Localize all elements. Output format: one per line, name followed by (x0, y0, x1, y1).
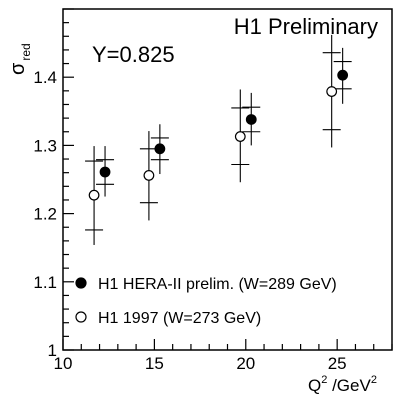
y-tick-label: 1.2 (33, 205, 57, 224)
y-tick-label: 1.1 (33, 273, 57, 292)
svg-text:σred: σ red (7, 43, 33, 75)
legend-label-hera2: H1 HERA-II prelim. (W=289 GeV) (98, 276, 337, 293)
x-tick-label: 20 (236, 354, 255, 373)
data-point-hera2 (245, 114, 257, 125)
axis-ticks (62, 8, 393, 351)
x-axis-symbol: Q (308, 376, 321, 395)
legend-label-1997: H1 1997 (W=273 GeV) (98, 310, 261, 327)
y-axis-symbol: σ (7, 62, 29, 75)
data-point-1997 (88, 189, 100, 201)
kinematic-annotation: Y=0.825 (92, 42, 175, 67)
x-axis-title: Q2 /GeV2 (308, 374, 377, 395)
y-tick-label: 1.3 (33, 136, 57, 155)
data-point-hera2 (154, 143, 166, 155)
data-point-hera2 (337, 69, 349, 81)
x-tick-label: 10 (54, 354, 73, 373)
legend-marker-open (75, 311, 87, 323)
data-markers (88, 69, 349, 201)
data-point-1997 (234, 131, 246, 142)
legend: H1 HERA-II prelim. (W=289 GeV) H1 1997 (… (75, 276, 337, 327)
data-point-1997 (326, 86, 338, 97)
tick-labels: 10 15 20 25 1 1.1 1.2 1.3 1.4 (33, 68, 346, 373)
x-axis-unit: /GeV (327, 376, 371, 395)
y-tick-label: 1.4 (33, 68, 57, 87)
y-tick-label: 1 (48, 341, 57, 360)
x-tick-label: 25 (328, 354, 347, 373)
legend-marker-filled (75, 277, 87, 289)
data-point-hera2 (99, 166, 111, 178)
y-axis-subscript: red (19, 43, 33, 60)
data-point-1997 (143, 170, 155, 181)
y-axis-title: σ red (7, 43, 33, 75)
x-axis-sup: 2 (321, 374, 327, 386)
x-axis-unit-sup: 2 (371, 374, 377, 386)
x-tick-label: 15 (145, 354, 164, 373)
chart-title: H1 Preliminary (234, 14, 378, 39)
